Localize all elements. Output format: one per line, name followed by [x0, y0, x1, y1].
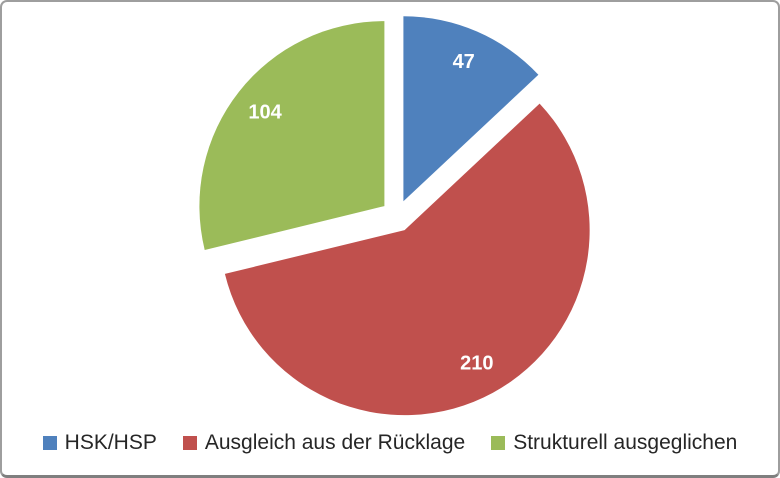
legend-swatch-icon: [491, 435, 506, 450]
legend-swatch-icon: [182, 435, 197, 450]
chart-legend: HSK/HSP Ausgleich aus der Rücklage Struktu…: [2, 432, 778, 453]
legend-item-strukturell-ausgeglichen: Strukturell ausgeglichen: [491, 432, 737, 453]
data-label-hsk-hsp: 47: [453, 51, 475, 73]
pie-slice-strukturell-ausgeglichen: [199, 21, 385, 250]
legend-label: Strukturell ausgeglichen: [513, 431, 738, 454]
legend-label: HSK/HSP: [64, 431, 157, 454]
legend-label: Ausgleich aus der Rücklage: [204, 431, 466, 454]
data-label-ausgleich-aus-der-r-cklage: 210: [460, 353, 493, 375]
data-label-strukturell-ausgeglichen: 104: [248, 101, 282, 123]
legend-swatch-icon: [42, 435, 57, 450]
pie-slice-hsk-hsp: [403, 16, 539, 202]
legend-item-ausgleich-aus-der-r-cklage: Ausgleich aus der Rücklage: [182, 431, 466, 454]
legend-item-hsk-hsp: HSK/HSP: [42, 431, 157, 454]
pie-slice-ausgleich-aus-der-r-cklage: [224, 103, 590, 416]
